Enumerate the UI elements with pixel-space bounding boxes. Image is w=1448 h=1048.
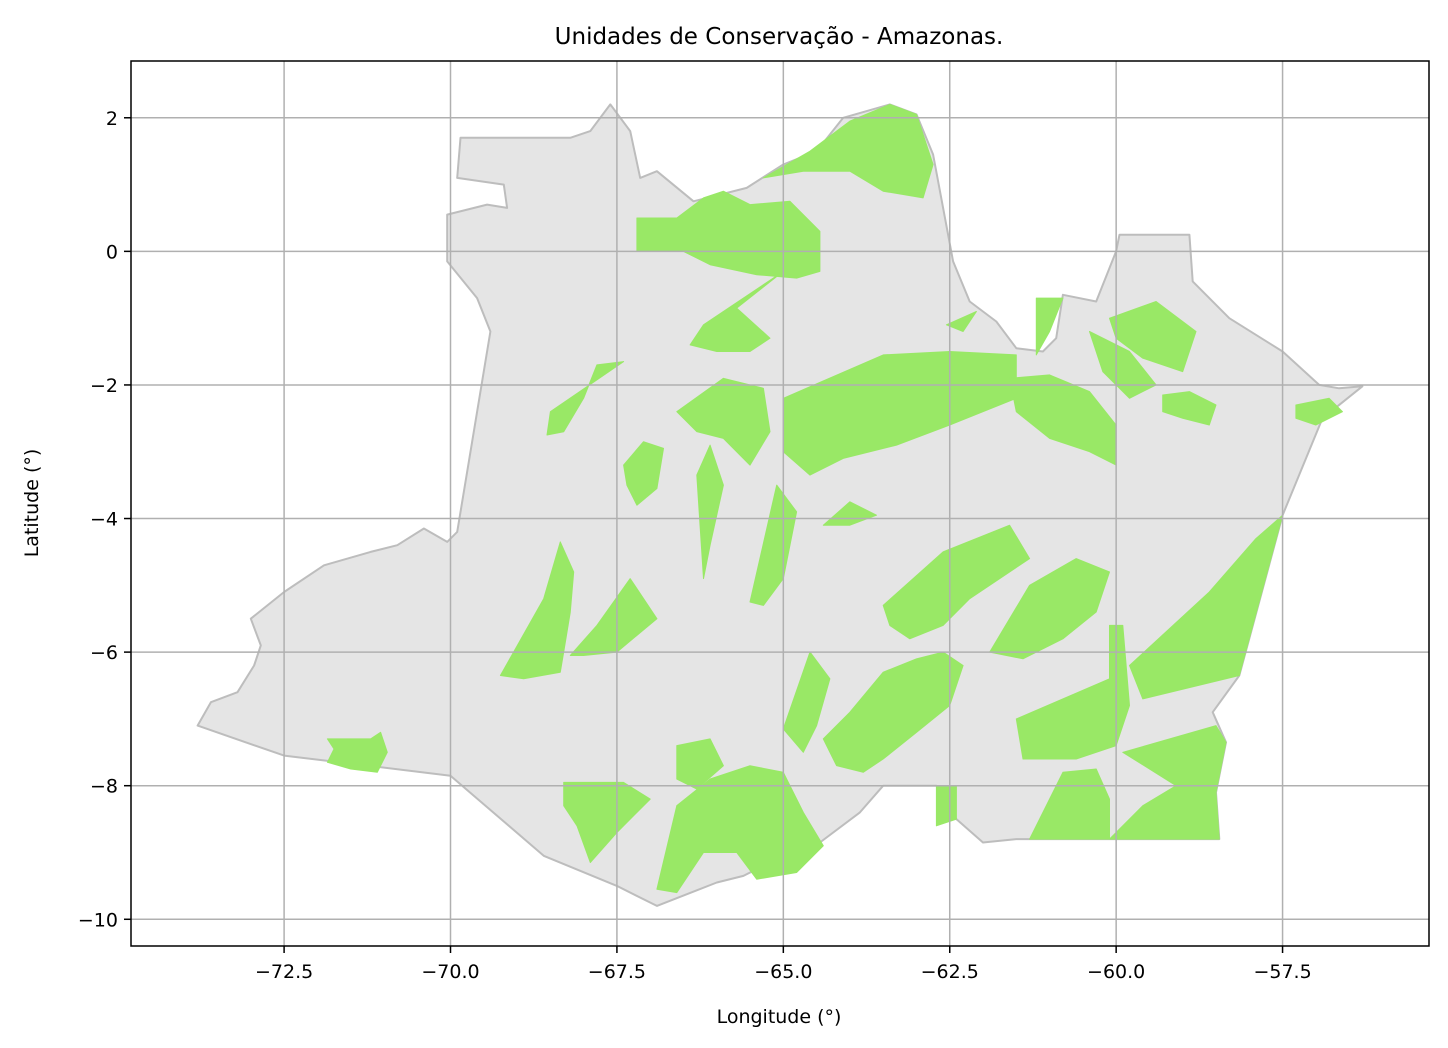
- grid-layer: [131, 61, 1429, 946]
- conservation-unit-21: [676, 377, 771, 466]
- y-tick-label: 0: [106, 241, 118, 263]
- conservation-unit-20: [546, 361, 625, 436]
- x-axis: −72.5 −70.0 −67.5 −65.0 −62.5 −60.0 −57.5: [255, 946, 1312, 983]
- y-tick-label: −6: [90, 642, 118, 664]
- conservation-unit-16: [623, 441, 664, 506]
- x-tick-label: −67.5: [588, 961, 646, 983]
- conservation-unit-19: [822, 501, 877, 526]
- plot-frame: [130, 60, 1430, 947]
- y-axis-label: Latitude (°): [21, 449, 43, 558]
- conservation-unit-8: [782, 651, 831, 753]
- conservation-unit-1: [326, 731, 388, 773]
- x-tick-label: −70.0: [421, 961, 479, 983]
- x-axis-label: Longitude (°): [717, 1006, 842, 1028]
- x-tick-label: −60.0: [1087, 961, 1145, 983]
- conservation-unit-26: [762, 103, 934, 199]
- conservation-unit-27: [1035, 297, 1064, 356]
- conservation-unit-13: [1109, 725, 1227, 840]
- conservation-unit-9: [882, 524, 1031, 640]
- conservation-unit-15: [935, 785, 957, 827]
- conservation-unit-14: [1029, 768, 1110, 840]
- conservation-unit-30: [1162, 391, 1217, 426]
- y-axis: 2 0 −2 −4 −6 −8 −10: [78, 108, 131, 931]
- map-layer: [196, 103, 1364, 907]
- x-tick-label: −57.5: [1253, 961, 1311, 983]
- conservation-unit-17: [696, 444, 724, 580]
- plot-area: [130, 60, 1430, 947]
- conservation-unit-5: [656, 765, 824, 894]
- conservation-unit-18: [749, 484, 798, 606]
- conservation-unit-7: [822, 651, 964, 773]
- chart-title: Unidades de Conservação - Amazonas.: [555, 24, 1004, 50]
- y-tick-label: −2: [90, 375, 118, 397]
- x-tick-label: −62.5: [921, 961, 979, 983]
- y-tick-label: 2: [106, 108, 118, 130]
- y-tick-label: −10: [78, 909, 118, 931]
- conservation-unit-11: [1015, 624, 1130, 760]
- y-tick-label: −4: [90, 509, 118, 531]
- conservation-unit-10: [989, 558, 1110, 660]
- conservation-unit-6: [676, 738, 724, 790]
- conservation-unit-25: [689, 270, 784, 352]
- conservation-unit-3: [569, 578, 658, 656]
- conservation-unit-32: [945, 311, 977, 332]
- x-tick-label: −65.0: [754, 961, 812, 983]
- conservation-unit-2: [499, 541, 575, 680]
- conservation-unit-31: [1295, 397, 1343, 426]
- conservation-unit-29: [1089, 331, 1157, 399]
- x-tick-label: −72.5: [255, 961, 313, 983]
- y-tick-label: −8: [90, 776, 118, 798]
